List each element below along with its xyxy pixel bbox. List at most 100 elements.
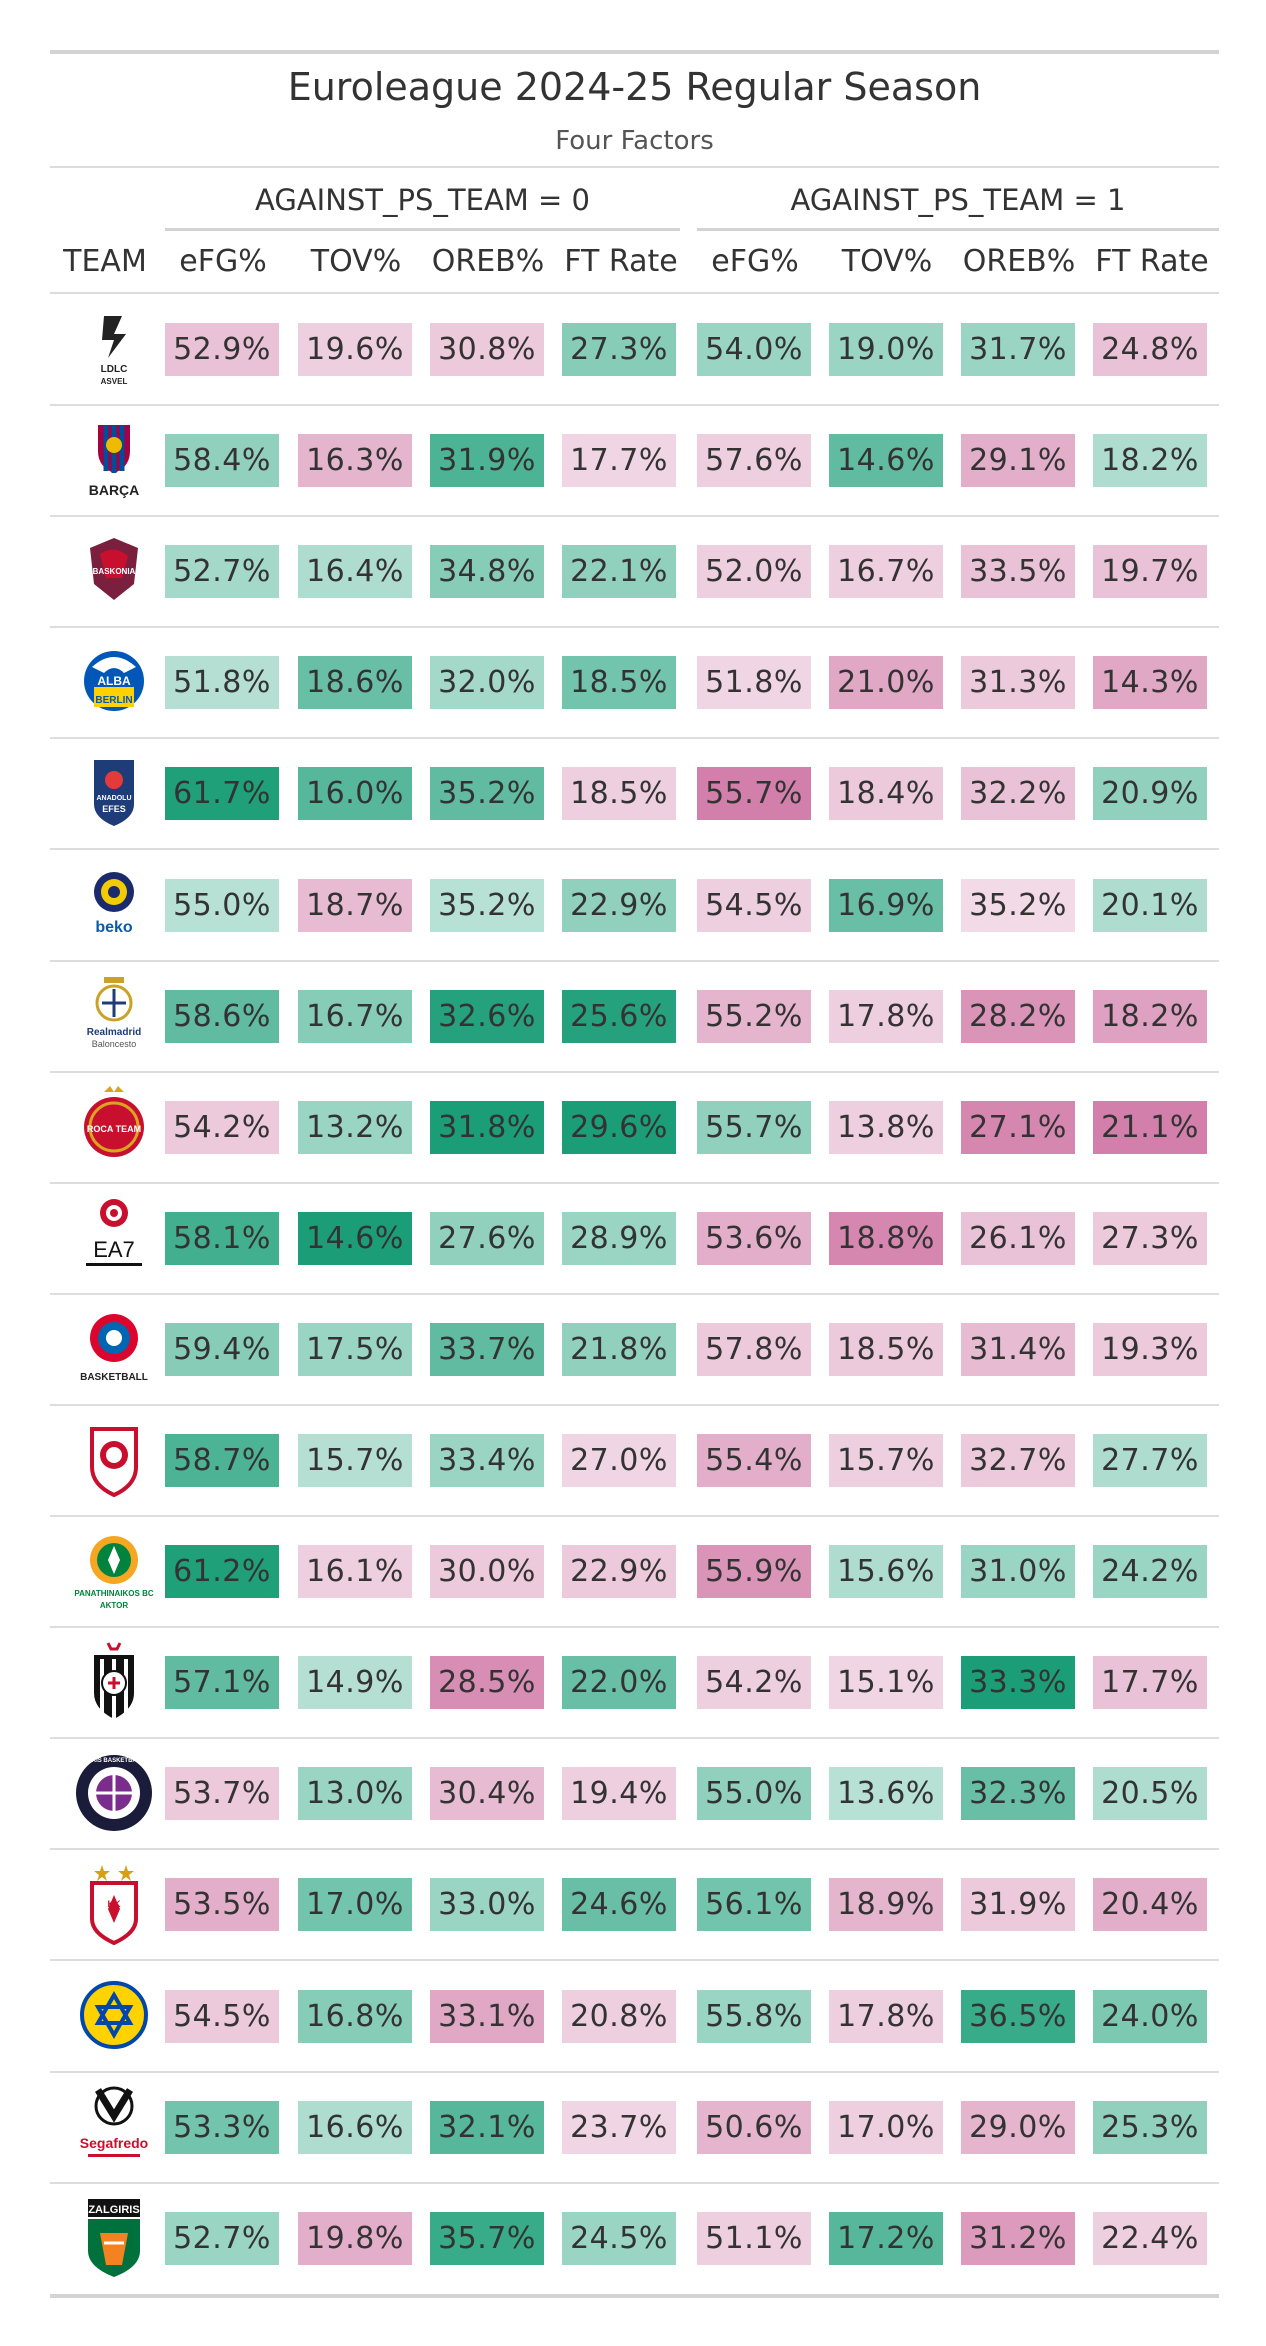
- value-cell: 21.1%: [1093, 1100, 1207, 1154]
- header-bottom-rule: [50, 292, 1219, 294]
- value-cell: 53.6%: [697, 1211, 811, 1265]
- table-row: PARIS BASKETBALL 53.7% 13.0% 30.4% 19.4% 55.0…: [50, 1738, 1219, 1851]
- row-separator: [50, 2181, 1219, 2184]
- logo-text: EFES: [102, 804, 126, 814]
- value-cell: 32.0%: [430, 656, 544, 710]
- value-cell: 57.8%: [697, 1322, 811, 1376]
- value-cell: 24.6%: [562, 1878, 676, 1932]
- value-cell: 35.2%: [430, 767, 544, 821]
- value-cell: 33.1%: [430, 1989, 544, 2043]
- value-cell: 54.2%: [165, 1100, 279, 1154]
- value-cell: 31.3%: [961, 656, 1075, 710]
- value-cell: 26.1%: [961, 1211, 1075, 1265]
- team-logo-asvel: LDLC ASVEL: [64, 304, 164, 394]
- value-cell: 17.7%: [562, 434, 676, 488]
- value-cell: 35.2%: [430, 878, 544, 932]
- table-row: LDLC ASVEL 52.9% 19.6% 30.8% 27.3% 54.0% 19.0% 3…: [50, 294, 1219, 406]
- spanner-against-0: AGAINST_PS_TEAM = 0: [255, 183, 590, 217]
- value-cell: 18.9%: [829, 1878, 943, 1932]
- value-cell: 56.1%: [697, 1878, 811, 1932]
- table-row: Segafredo 53.3% 16.6% 32.1% 23.7% 50.6% 17.0% 2…: [50, 2072, 1219, 2184]
- value-cell: 14.6%: [298, 1211, 412, 1265]
- value-cell: 18.5%: [829, 1322, 943, 1376]
- table-row: ROCA TEAM 54.2% 13.2% 31.8% 29.6% 55.7% 13.8% 2…: [50, 1072, 1219, 1184]
- spanner-against-1: AGAINST_PS_TEAM = 1: [790, 183, 1126, 217]
- value-cell: 59.4%: [165, 1322, 279, 1376]
- value-cell: 16.6%: [298, 2100, 412, 2154]
- value-cell: 35.2%: [961, 878, 1075, 932]
- value-cell: 22.1%: [562, 545, 676, 599]
- value-cell: 30.4%: [430, 1767, 544, 1821]
- logo-text: LDLC: [101, 364, 128, 375]
- value-cell: 31.4%: [961, 1322, 1075, 1376]
- row-separator: [50, 1737, 1219, 1740]
- value-cell: 55.9%: [697, 1545, 811, 1599]
- logo-text: ROCA TEAM: [87, 1124, 141, 1134]
- value-cell: 25.6%: [562, 989, 676, 1043]
- value-cell: 27.0%: [562, 1434, 676, 1487]
- value-cell: 33.0%: [430, 1878, 544, 1932]
- value-cell: 19.0%: [829, 323, 943, 376]
- value-cell: 29.0%: [961, 2100, 1075, 2154]
- value-cell: 18.6%: [298, 656, 412, 710]
- logo-text: KK: [108, 1899, 121, 1909]
- value-cell: 16.1%: [298, 1545, 412, 1599]
- table-row: 54.5% 16.8% 33.1% 20.8% 55.8% 17.8% 36.5% 24.0%: [50, 1961, 1219, 2073]
- value-cell: 34.8%: [430, 545, 544, 599]
- value-cell: 19.3%: [1093, 1322, 1207, 1376]
- row-separator: [50, 1848, 1219, 1851]
- value-cell: 17.7%: [1093, 1656, 1207, 1710]
- logo-text: Baloncesto: [92, 1039, 137, 1049]
- logo-text: BASKONIA: [93, 567, 136, 576]
- value-cell: 51.1%: [697, 2211, 811, 2265]
- team-logo-barca: BARÇA: [64, 415, 164, 505]
- value-cell: 58.1%: [165, 1211, 279, 1265]
- logo-text: BASKETBALL: [80, 1372, 148, 1383]
- logo-text: EA7: [93, 1237, 135, 1262]
- table-row: EA7 58.1% 14.6% 27.6% 28.9% 53.6% 18.8% 26.1% 27…: [50, 1183, 1219, 1295]
- team-logo-olympiacos: [64, 1415, 164, 1505]
- logo-text: BARÇA: [89, 482, 140, 498]
- value-cell: 24.2%: [1093, 1545, 1207, 1599]
- value-cell: 31.2%: [961, 2211, 1075, 2265]
- value-cell: 15.1%: [829, 1656, 943, 1710]
- value-cell: 28.9%: [562, 1211, 676, 1265]
- value-cell: 55.0%: [165, 878, 279, 932]
- colhead-tov-0: TOV%: [310, 244, 402, 279]
- value-cell: 32.7%: [961, 1434, 1075, 1487]
- value-cell: 15.7%: [829, 1434, 943, 1487]
- team-logo-baskonia: BASKONIA: [64, 526, 164, 616]
- value-cell: 19.7%: [1093, 545, 1207, 599]
- value-cell: 22.4%: [1093, 2211, 1207, 2265]
- spanner-rule-0: [165, 228, 680, 231]
- value-cell: 32.1%: [430, 2100, 544, 2154]
- value-cell: 24.5%: [562, 2211, 676, 2265]
- team-logo-maccabi: [64, 1971, 164, 2061]
- value-cell: 52.7%: [165, 2211, 279, 2265]
- value-cell: 13.0%: [298, 1767, 412, 1821]
- team-logo-zvezda: KK: [64, 1859, 164, 1949]
- value-cell: 33.3%: [961, 1656, 1075, 1710]
- value-cell: 19.8%: [298, 2211, 412, 2265]
- row-separator: [50, 1515, 1219, 1517]
- value-cell: 32.6%: [430, 989, 544, 1043]
- colhead-team: TEAM: [63, 244, 147, 279]
- value-cell: 27.1%: [961, 1100, 1075, 1154]
- value-cell: 16.0%: [298, 767, 412, 821]
- row-separator: [50, 404, 1219, 406]
- value-cell: 51.8%: [165, 656, 279, 710]
- value-cell: 55.2%: [697, 989, 811, 1043]
- value-cell: 53.7%: [165, 1767, 279, 1821]
- table-row: BARÇA 58.4% 16.3% 31.9% 17.7% 57.6% 14.6% 29.1%…: [50, 405, 1219, 518]
- value-cell: 54.5%: [697, 878, 811, 932]
- value-cell: 31.8%: [430, 1100, 544, 1154]
- value-cell: 22.9%: [562, 878, 676, 932]
- team-logo-alba: ALBA BERLIN: [64, 637, 164, 727]
- logo-text: PARIS BASKETBALL: [84, 1758, 145, 1764]
- table-row: PANATHINAIKOS BC AKTOR 61.2% 16.1% 30.0% 22.9…: [50, 1516, 1219, 1629]
- table-title: Euroleague 2024-25 Regular Season: [287, 65, 982, 109]
- value-cell: 17.8%: [829, 989, 943, 1043]
- value-cell: 20.8%: [562, 1989, 676, 2043]
- value-cell: 16.4%: [298, 545, 412, 599]
- logo-text: AKTOR: [100, 1601, 129, 1610]
